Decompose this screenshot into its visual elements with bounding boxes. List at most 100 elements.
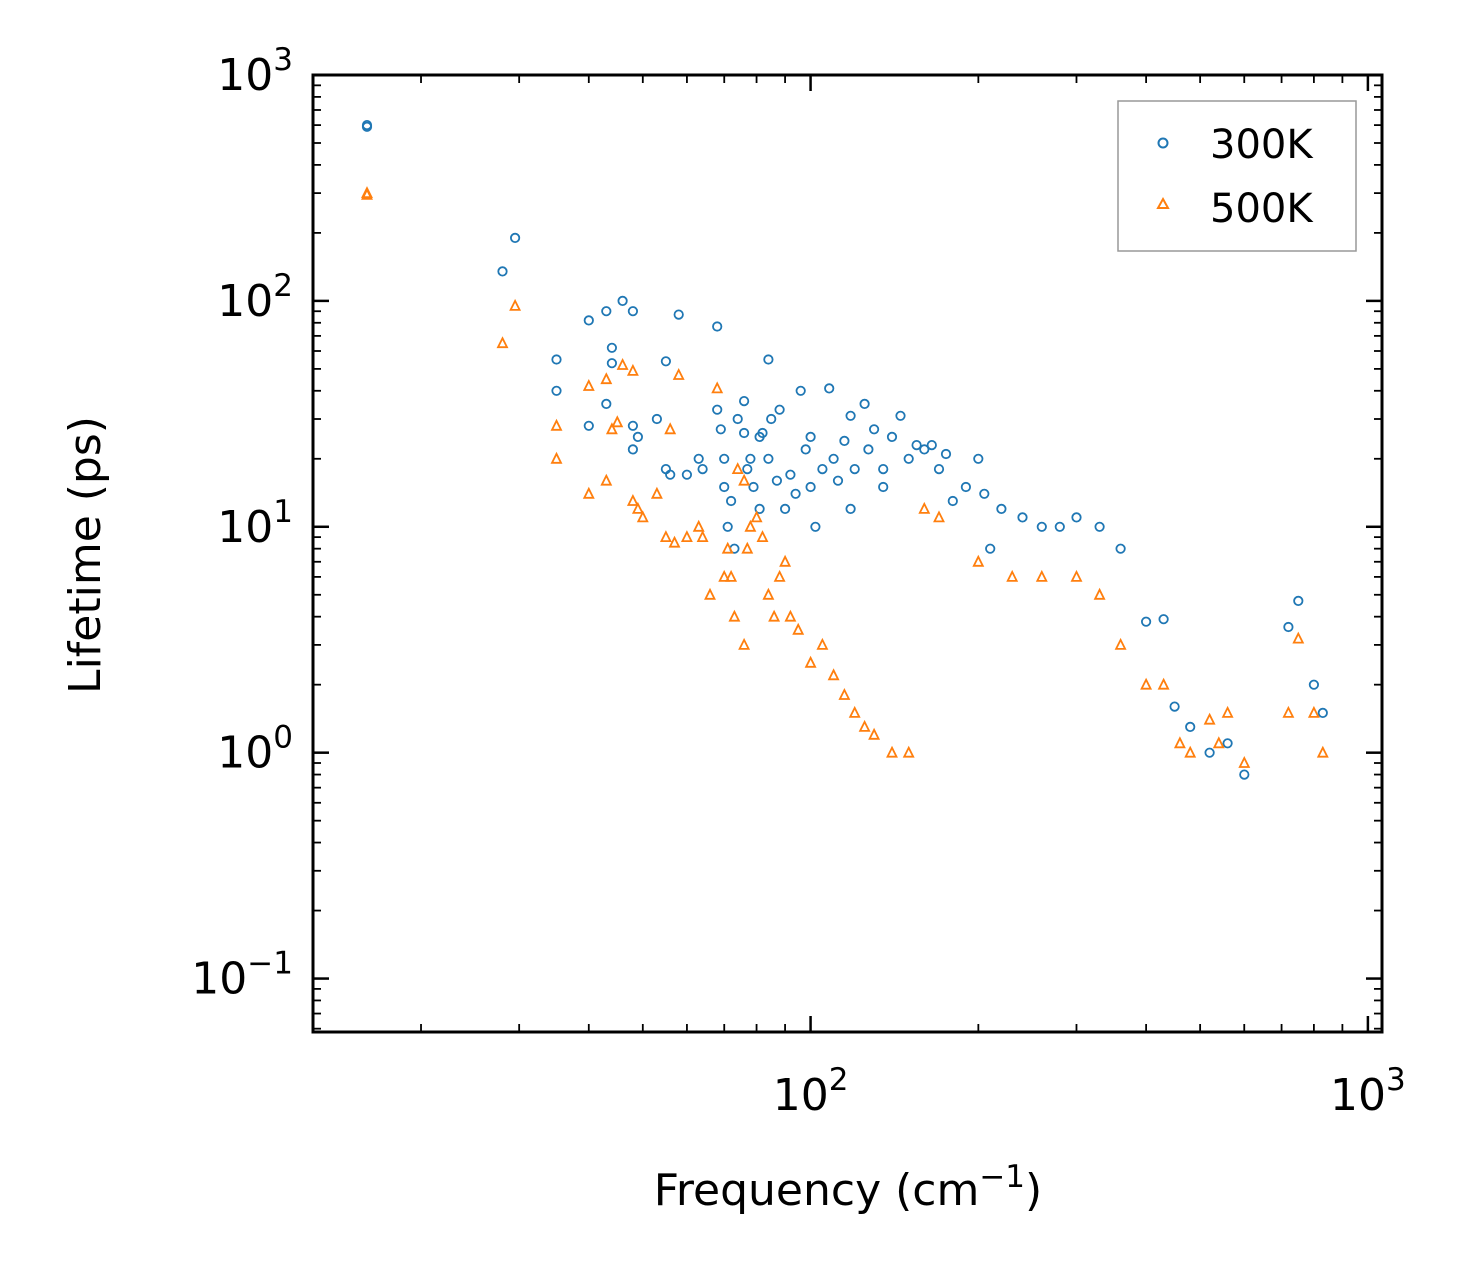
data-point	[725, 495, 737, 507]
data-point	[774, 404, 785, 415]
data-point	[779, 503, 791, 514]
x-tick-label: 103	[1330, 1062, 1406, 1121]
data-point	[509, 232, 521, 243]
data-point	[827, 668, 840, 681]
data-point	[496, 336, 509, 349]
data-point	[886, 431, 898, 442]
data-point	[832, 475, 844, 486]
data-point	[805, 431, 816, 442]
data-point	[693, 453, 704, 464]
data-point	[1140, 677, 1153, 690]
data-point	[719, 481, 730, 493]
data-point	[1094, 521, 1105, 532]
data-point	[659, 530, 672, 542]
data-point	[361, 121, 373, 132]
data-point	[600, 372, 613, 385]
data-point	[1203, 712, 1216, 725]
data-point	[650, 486, 663, 499]
data-point	[1212, 736, 1225, 749]
data-point	[785, 469, 796, 480]
data-point	[828, 453, 839, 464]
data-point	[741, 541, 754, 554]
data-point	[636, 510, 649, 523]
data-point	[756, 530, 769, 542]
y-tick-label: 100	[217, 720, 293, 779]
data-point	[1185, 721, 1196, 733]
data-point	[738, 473, 751, 486]
data-point	[1114, 637, 1127, 650]
legend-label-300k: 300K	[1210, 122, 1314, 168]
data-point	[805, 481, 816, 493]
y-tick-label: 101	[217, 494, 293, 553]
data-point	[668, 535, 681, 548]
data-point	[1157, 677, 1170, 690]
data-point	[1222, 738, 1233, 749]
data-point	[824, 383, 835, 394]
data-point	[750, 510, 763, 523]
data-point	[651, 413, 663, 425]
data-point	[551, 354, 562, 365]
data-point	[722, 521, 733, 532]
data-point	[762, 587, 775, 600]
data-point	[626, 363, 639, 376]
data-point	[738, 427, 750, 439]
data-point	[817, 463, 828, 475]
data-point	[1292, 631, 1305, 644]
data-point	[583, 315, 594, 326]
data-point	[926, 439, 937, 451]
data-point	[672, 367, 685, 380]
data-point	[616, 357, 629, 370]
series-500k	[361, 186, 1329, 768]
data-point	[732, 413, 743, 425]
data-point	[773, 569, 786, 582]
data-point	[551, 385, 562, 396]
data-point	[748, 481, 759, 493]
data-point	[1169, 701, 1180, 712]
data-point	[1141, 616, 1152, 627]
data-point	[960, 481, 972, 493]
data-point	[792, 622, 805, 635]
data-point	[911, 439, 922, 451]
data-point	[985, 543, 996, 554]
data-point	[918, 501, 931, 514]
data-point	[903, 453, 914, 464]
data-point	[681, 469, 693, 480]
data-point	[902, 745, 915, 758]
data-point	[497, 266, 508, 277]
data-point	[1316, 745, 1329, 758]
data-point	[996, 503, 1007, 514]
data-point	[712, 404, 723, 415]
data-point	[583, 420, 594, 431]
data-point	[745, 453, 756, 464]
data-point	[600, 473, 613, 486]
legend-marker-300k	[1157, 137, 1169, 149]
data-point	[878, 463, 889, 475]
data-point	[696, 530, 709, 542]
data-point	[763, 354, 774, 365]
data-point	[1204, 747, 1215, 758]
data-point	[665, 469, 676, 480]
data-point	[692, 519, 705, 532]
data-point	[742, 463, 753, 475]
data-point	[361, 187, 373, 200]
data-point	[719, 453, 730, 464]
data-point	[1293, 595, 1304, 607]
data-point	[868, 727, 881, 740]
y-tick-label: 102	[217, 268, 293, 327]
data-point	[839, 435, 850, 446]
x-axis-title: Frequency (cm−1)	[654, 1159, 1042, 1216]
data-point	[1035, 569, 1048, 582]
data-point	[605, 422, 618, 435]
data-point	[1221, 705, 1234, 718]
data-point	[728, 609, 741, 622]
data-point	[632, 431, 644, 442]
data-point	[868, 424, 880, 435]
data-point	[754, 503, 765, 514]
data-point	[582, 378, 595, 391]
data-point	[660, 356, 672, 367]
data-point	[1071, 512, 1082, 523]
data-point	[878, 481, 889, 493]
data-point	[1238, 755, 1251, 768]
data-point	[601, 306, 612, 317]
